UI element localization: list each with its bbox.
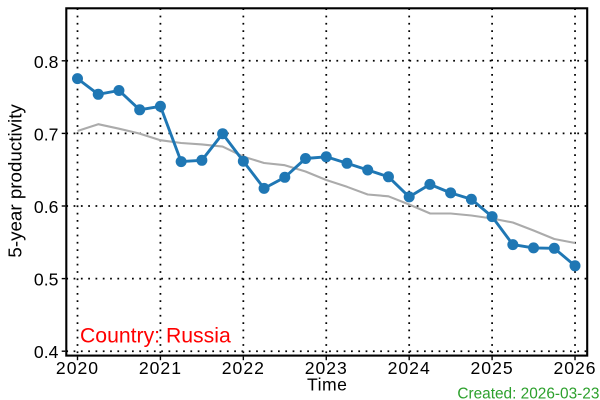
svg-text:2022: 2022 xyxy=(222,358,265,378)
svg-text:0.7: 0.7 xyxy=(34,124,58,144)
svg-text:Time: Time xyxy=(307,374,347,394)
svg-text:0.6: 0.6 xyxy=(34,197,59,217)
svg-text:2024: 2024 xyxy=(388,358,431,378)
svg-text:Created: 2026-03-23: Created: 2026-03-23 xyxy=(457,386,599,400)
svg-text:0.5: 0.5 xyxy=(34,270,59,290)
svg-text:5-year productivity: 5-year productivity xyxy=(4,104,25,258)
svg-text:2021: 2021 xyxy=(139,358,182,378)
svg-text:2023: 2023 xyxy=(305,358,348,378)
svg-text:2026: 2026 xyxy=(553,358,596,378)
svg-text:0.8: 0.8 xyxy=(34,52,59,72)
svg-text:0.4: 0.4 xyxy=(34,342,59,362)
svg-text:2020: 2020 xyxy=(56,358,99,378)
svg-text:2025: 2025 xyxy=(471,358,514,378)
svg-text:Country: Russia: Country: Russia xyxy=(80,325,231,348)
